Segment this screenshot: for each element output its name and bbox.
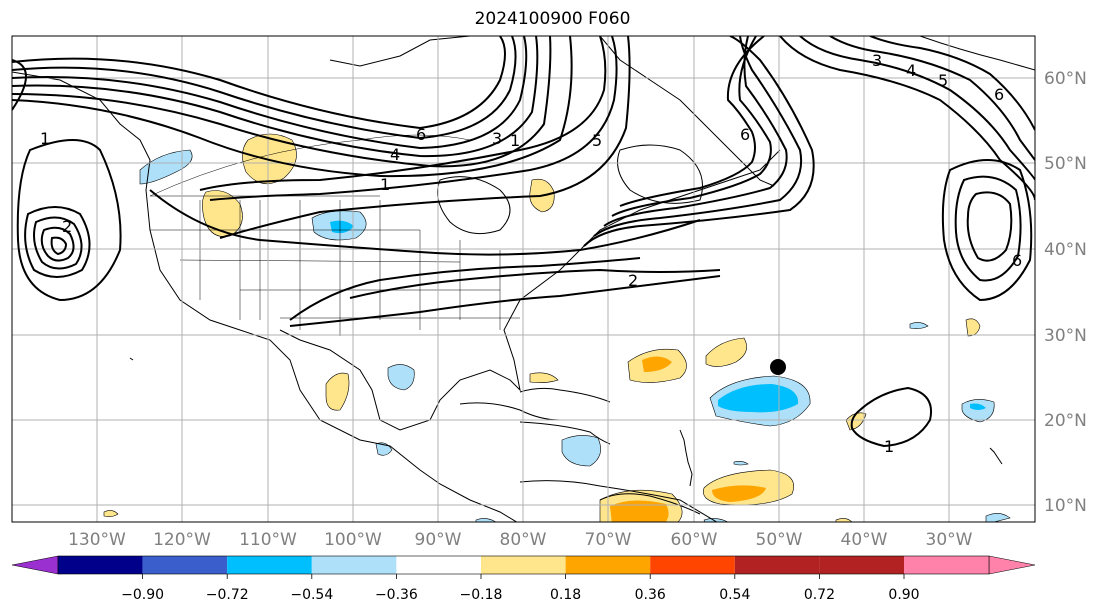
colorbar-segment xyxy=(396,556,481,574)
lon-label: 30°W xyxy=(926,530,973,550)
contour-label: 6 xyxy=(740,125,750,144)
lon-label: 90°W xyxy=(415,530,462,550)
contour-label: 5 xyxy=(938,71,948,90)
colorbar-segment xyxy=(311,556,397,574)
colorbar-tick-label: −0.90 xyxy=(121,587,164,603)
colorbar: −0.90 −0.72 −0.54 −0.36 −0.18 0.18 0.36 … xyxy=(11,555,1036,603)
lon-label: 60°W xyxy=(671,530,718,550)
colorbar-extend-low xyxy=(11,555,59,575)
colorbar-tick-label: −0.72 xyxy=(206,587,249,603)
lat-label: 40°N xyxy=(1044,240,1087,260)
contour-label-group: 1 2 3 4 5 6 1 2 3 4 5 6 1 6 6 1 xyxy=(40,51,1022,456)
colorbar-extend-high xyxy=(988,555,1036,575)
coastlines xyxy=(12,36,1035,522)
lon-label: 70°W xyxy=(585,530,632,550)
colorbar-tick-label: 0.18 xyxy=(550,587,581,603)
lon-label: 120°W xyxy=(153,530,211,550)
lon-label: 80°W xyxy=(500,530,547,550)
colorbar-segment xyxy=(58,556,143,574)
longitude-axis: 130°W 120°W 110°W 100°W 90°W 80°W 70°W 6… xyxy=(68,530,973,550)
contour-label: 4 xyxy=(906,61,916,80)
colorbar-tick-label: 0.72 xyxy=(804,587,835,603)
storm-center-marker xyxy=(770,359,786,375)
colorbar-tick-label: −0.54 xyxy=(290,587,333,603)
colorbar-tick-label: 0.36 xyxy=(635,587,666,603)
lat-label: 60°N xyxy=(1044,69,1087,89)
contour-label: 6 xyxy=(994,85,1004,104)
colorbar-segment xyxy=(650,556,735,574)
contour-label: 1 xyxy=(40,129,50,148)
lat-label: 30°N xyxy=(1044,326,1087,346)
lon-label: 100°W xyxy=(324,530,382,550)
lon-label: 40°W xyxy=(841,530,888,550)
map-frame xyxy=(11,35,1036,523)
colorbar-outline xyxy=(57,555,990,575)
colorbar-segment xyxy=(565,556,651,574)
contour-label: 2 xyxy=(628,271,638,290)
contour-label: 1 xyxy=(510,131,520,150)
contour-label: 6 xyxy=(1012,251,1022,270)
latitude-axis: 10°N 20°N 30°N 40°N 50°N 60°N xyxy=(1044,69,1087,516)
contour-label: 1 xyxy=(380,175,390,194)
contour-label: 5 xyxy=(592,131,602,150)
gridlines xyxy=(12,36,1035,522)
colorbar-tick-label: 0.54 xyxy=(719,587,750,603)
colorbar-segment xyxy=(227,556,312,574)
lon-label: 130°W xyxy=(68,530,126,550)
map-title: 2024100900 F060 xyxy=(474,9,631,29)
anomaly-fills xyxy=(103,133,1011,522)
lat-label: 50°N xyxy=(1044,154,1087,174)
contour-label: 3 xyxy=(872,51,882,70)
colorbar-segment xyxy=(819,556,904,574)
colorbar-segment xyxy=(481,556,566,574)
colorbar-segment xyxy=(142,556,228,574)
contour-label: 4 xyxy=(390,145,400,164)
contour-label: 6 xyxy=(416,125,426,144)
contour-label: 3 xyxy=(492,129,502,148)
lat-label: 20°N xyxy=(1044,411,1087,431)
lon-label: 110°W xyxy=(239,530,297,550)
colorbar-segment xyxy=(734,556,820,574)
contour-lines xyxy=(12,36,1035,448)
colorbar-ticks xyxy=(142,574,905,579)
contour-label: 2 xyxy=(62,217,72,236)
contour-label: 1 xyxy=(884,437,894,456)
lat-label: 10°N xyxy=(1044,496,1087,516)
colorbar-tick-label: −0.18 xyxy=(460,587,503,603)
colorbar-tick-label: 0.90 xyxy=(888,587,919,603)
colorbar-segment xyxy=(904,556,989,574)
political-borders xyxy=(149,134,520,336)
lon-label: 50°W xyxy=(756,530,803,550)
colorbar-tick-label: −0.36 xyxy=(375,587,418,603)
